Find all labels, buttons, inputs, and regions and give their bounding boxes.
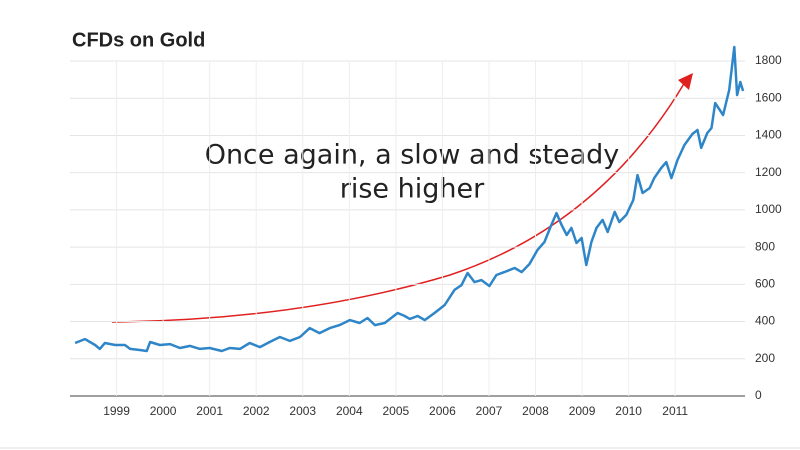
y-tick-label: 800: [755, 239, 775, 253]
y-tick-label: 1600: [755, 90, 782, 104]
x-tick-label: 2000: [150, 404, 177, 418]
y-tick-label: 1400: [755, 128, 782, 142]
y-tick-label: 1800: [755, 53, 782, 67]
x-tick-label: 2009: [569, 404, 596, 418]
x-tick-label: 2002: [243, 404, 270, 418]
annotation: rise higher: [340, 174, 485, 205]
chart-title: CFDs on Gold: [72, 29, 205, 51]
x-tick-label: 1999: [103, 404, 130, 418]
arrow-head: [678, 73, 693, 90]
y-tick-label: 400: [755, 314, 775, 328]
y-tick-label: 600: [755, 277, 775, 291]
x-tick-label: 2003: [289, 404, 316, 418]
x-tick-label: 2001: [196, 404, 223, 418]
y-tick-label: 200: [755, 351, 775, 365]
x-tick-label: 2005: [383, 404, 410, 418]
arrow: [111, 81, 686, 323]
x-tick-label: 2008: [522, 404, 549, 418]
x-tick-label: 2011: [662, 404, 688, 418]
y-tick-label: 0: [755, 388, 762, 402]
x-tick-label: 2007: [476, 404, 503, 418]
x-tick-label: 2004: [336, 404, 363, 418]
y-tick-label: 1000: [755, 202, 782, 216]
x-tick-label: 2006: [429, 404, 456, 418]
price-line: [74, 45, 745, 353]
x-tick-label: 2010: [615, 404, 642, 418]
y-tick-label: 1200: [755, 165, 782, 179]
annotation: Once again, a slow and steady: [205, 140, 620, 171]
